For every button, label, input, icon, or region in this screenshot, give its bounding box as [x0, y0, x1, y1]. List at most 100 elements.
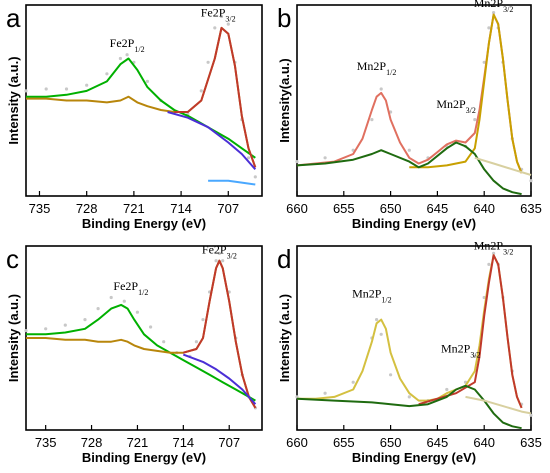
peak-annotation-subscript: 1/2 — [381, 295, 391, 304]
peak-annotation-subscript: 3/2 — [470, 350, 480, 359]
x-tick-label: 707 — [218, 435, 240, 450]
peak-annotation-subscript: 3/2 — [225, 14, 235, 23]
x-tick-label: 640 — [473, 201, 495, 216]
x-tick-label: 721 — [123, 201, 145, 216]
data-point — [492, 251, 496, 255]
data-point — [83, 318, 87, 322]
data-point — [487, 262, 491, 266]
peak-annotation-base: Mn2P — [474, 239, 504, 253]
x-tick-label: 655 — [333, 435, 355, 450]
data-point — [473, 354, 477, 358]
series-line-3 — [183, 259, 257, 409]
data-point — [529, 413, 533, 417]
x-tick-label: 728 — [76, 201, 98, 216]
data-point — [105, 72, 109, 76]
series-line-4 — [465, 395, 532, 415]
data-point — [253, 175, 257, 179]
x-tick-label: 645 — [427, 435, 449, 450]
x-tick-label: 707 — [217, 201, 239, 216]
x-tick-label: 650 — [380, 201, 402, 216]
x-axis-label: Binding Energy (eV) — [352, 450, 476, 465]
x-tick-label: 660 — [286, 201, 308, 216]
panel-label: c — [6, 244, 19, 274]
panel-d: 660 655 650 645 640 635 Binding Energy (eV) Int… — [277, 239, 542, 465]
panel-label: a — [6, 3, 21, 33]
peak-annotation-base: Fe2P — [202, 242, 227, 256]
peak-annotation-base: Mn2P — [352, 287, 382, 301]
peak-annotation-base: Mn2P — [441, 342, 471, 356]
data-point — [482, 295, 486, 300]
x-tick-label: 714 — [172, 435, 194, 450]
peak-annotation: Mn2P1/2 — [352, 287, 392, 305]
data-point — [125, 53, 129, 57]
peak-annotation-subscript: 3/2 — [503, 247, 513, 256]
data-point — [109, 295, 113, 300]
data-point — [122, 299, 126, 303]
peak-annotation-subscript: 1/2 — [386, 67, 396, 76]
x-tick-label: 655 — [333, 201, 355, 216]
series-line-4 — [474, 156, 532, 176]
data-point — [217, 251, 221, 255]
data-point — [96, 307, 100, 311]
peak-annotation-base: Mn2P — [474, 0, 504, 10]
peak-annotation-base: Mn2P — [357, 59, 387, 73]
data-point — [295, 160, 299, 164]
data-point — [135, 310, 139, 314]
peak-annotation-subscript: 1/2 — [134, 45, 144, 54]
x-axis-label: Binding Energy (eV) — [352, 216, 476, 231]
peak-annotation-subscript: 3/2 — [466, 106, 476, 115]
peak-annotation: Fe2P3/2 — [201, 5, 236, 23]
data-point — [226, 22, 230, 26]
data-point — [389, 373, 393, 377]
data-point — [407, 148, 411, 152]
x-tick-label: 721 — [127, 435, 149, 450]
x-tick-label: 735 — [35, 435, 57, 450]
data-point — [201, 318, 205, 322]
panel-label: b — [277, 3, 291, 33]
data-point — [44, 87, 48, 91]
data-point — [379, 87, 383, 91]
x-tick-label: 728 — [81, 435, 103, 450]
x-tick-label: 635 — [520, 435, 542, 450]
peak-annotation: Fe2P1/2 — [113, 279, 148, 297]
plot-frame — [25, 4, 263, 197]
series-line-2 — [26, 259, 257, 409]
data-point — [149, 325, 153, 329]
data-point — [194, 340, 198, 344]
peak-annotation-base: Fe2P — [113, 279, 138, 293]
series-line-3 — [296, 141, 522, 196]
series-line-4 — [167, 111, 257, 170]
peak-annotation: Mn2P3/2 — [474, 0, 514, 13]
series-line-2 — [409, 13, 523, 174]
panel-a: 735 728 721 714 707 Binding Energy (eV) Intens… — [6, 3, 263, 231]
data-point — [375, 318, 379, 322]
series-line-2 — [418, 254, 523, 409]
data-point — [351, 380, 355, 384]
data-point — [407, 395, 411, 399]
data-point — [529, 179, 533, 183]
peak-annotation-base: Fe2P — [110, 36, 135, 50]
data-point — [323, 156, 327, 160]
peak-annotation: Mn2P3/2 — [441, 342, 481, 360]
y-axis-label: Intensity(a.u.) — [277, 58, 292, 143]
series-line-1 — [26, 57, 256, 159]
data-point — [482, 60, 486, 64]
x-tick-label: 735 — [29, 201, 51, 216]
data-point — [492, 11, 496, 15]
data-point — [221, 259, 225, 263]
data-point — [379, 332, 383, 336]
data-point — [24, 329, 28, 333]
x-tick-label: 660 — [286, 435, 308, 450]
series-line-1 — [26, 303, 256, 402]
data-point — [214, 259, 218, 263]
data-point — [213, 26, 217, 30]
data-point — [118, 56, 122, 61]
data-point — [63, 323, 67, 327]
x-tick-label: 650 — [380, 435, 402, 450]
plot-frame — [25, 245, 263, 431]
peak-annotation-subscript: 3/2 — [227, 251, 237, 260]
peak-annotation: Fe2P1/2 — [110, 36, 145, 54]
peak-annotation-subscript: 3/2 — [503, 4, 513, 13]
y-axis-label: Intensity (a.u.) — [277, 294, 292, 382]
data-point — [445, 387, 449, 392]
